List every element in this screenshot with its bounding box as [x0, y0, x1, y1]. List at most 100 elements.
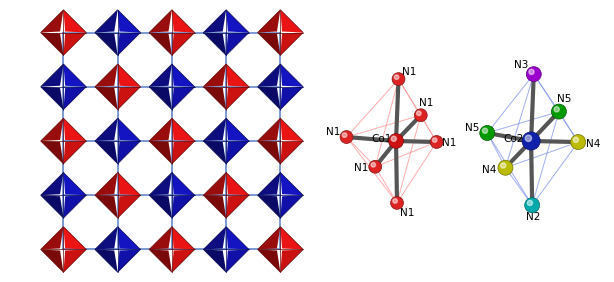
- Polygon shape: [63, 195, 86, 218]
- Polygon shape: [172, 227, 195, 250]
- Polygon shape: [63, 10, 86, 32]
- Polygon shape: [172, 250, 195, 272]
- Polygon shape: [63, 87, 86, 109]
- Polygon shape: [258, 250, 281, 272]
- Polygon shape: [281, 64, 303, 87]
- Polygon shape: [118, 227, 141, 250]
- Polygon shape: [149, 118, 172, 141]
- Text: N4: N4: [586, 139, 600, 149]
- Text: N4: N4: [482, 165, 497, 175]
- Circle shape: [525, 135, 532, 142]
- Polygon shape: [95, 195, 118, 218]
- Circle shape: [391, 136, 397, 141]
- Polygon shape: [258, 64, 281, 87]
- Polygon shape: [172, 141, 195, 164]
- Polygon shape: [172, 195, 195, 218]
- Polygon shape: [281, 32, 303, 55]
- Circle shape: [483, 128, 488, 133]
- Polygon shape: [41, 250, 63, 272]
- Circle shape: [430, 136, 443, 148]
- Polygon shape: [63, 64, 86, 87]
- Text: N5: N5: [465, 123, 480, 133]
- Polygon shape: [226, 141, 249, 164]
- Polygon shape: [118, 173, 141, 195]
- Circle shape: [414, 109, 427, 122]
- Circle shape: [389, 134, 403, 148]
- Circle shape: [394, 75, 399, 80]
- Polygon shape: [226, 250, 249, 272]
- Polygon shape: [149, 64, 172, 87]
- Polygon shape: [258, 195, 281, 218]
- Polygon shape: [226, 227, 249, 250]
- Polygon shape: [95, 32, 118, 55]
- Circle shape: [573, 137, 578, 142]
- Polygon shape: [95, 10, 118, 32]
- Circle shape: [522, 132, 540, 150]
- Polygon shape: [41, 87, 63, 109]
- Polygon shape: [258, 118, 281, 141]
- Polygon shape: [258, 141, 281, 164]
- Polygon shape: [203, 195, 226, 218]
- Polygon shape: [118, 250, 141, 272]
- Polygon shape: [41, 32, 63, 55]
- Text: N5: N5: [557, 94, 572, 104]
- Polygon shape: [172, 87, 195, 109]
- Polygon shape: [281, 227, 303, 250]
- Polygon shape: [226, 32, 249, 55]
- Polygon shape: [203, 32, 226, 55]
- Circle shape: [371, 162, 376, 167]
- Circle shape: [432, 138, 437, 142]
- Polygon shape: [226, 118, 249, 141]
- Polygon shape: [63, 118, 86, 141]
- Polygon shape: [41, 10, 63, 32]
- Polygon shape: [281, 10, 303, 32]
- Polygon shape: [118, 195, 141, 218]
- Text: N1: N1: [419, 98, 433, 108]
- Text: N1: N1: [327, 127, 341, 137]
- Circle shape: [391, 197, 403, 209]
- Polygon shape: [258, 10, 281, 32]
- Polygon shape: [203, 250, 226, 272]
- Text: Co2: Co2: [504, 134, 524, 144]
- Polygon shape: [281, 173, 303, 195]
- Polygon shape: [203, 118, 226, 141]
- Circle shape: [527, 200, 532, 206]
- Circle shape: [525, 198, 540, 213]
- Polygon shape: [226, 64, 249, 87]
- Polygon shape: [226, 10, 249, 32]
- Polygon shape: [63, 173, 86, 195]
- Polygon shape: [149, 10, 172, 32]
- Polygon shape: [258, 87, 281, 109]
- Circle shape: [554, 107, 559, 112]
- Polygon shape: [203, 87, 226, 109]
- Polygon shape: [149, 250, 172, 272]
- Polygon shape: [63, 227, 86, 250]
- Text: Co1: Co1: [371, 134, 391, 144]
- Polygon shape: [226, 195, 249, 218]
- Polygon shape: [226, 173, 249, 195]
- Polygon shape: [281, 118, 303, 141]
- Polygon shape: [172, 10, 195, 32]
- Circle shape: [393, 199, 397, 203]
- Polygon shape: [41, 141, 63, 164]
- Text: N3: N3: [514, 60, 528, 70]
- Circle shape: [551, 104, 566, 119]
- Text: N1: N1: [442, 138, 457, 148]
- Polygon shape: [258, 227, 281, 250]
- Polygon shape: [172, 32, 195, 55]
- Polygon shape: [95, 173, 118, 195]
- Circle shape: [340, 131, 353, 144]
- Polygon shape: [95, 141, 118, 164]
- Text: N1: N1: [402, 67, 416, 77]
- Circle shape: [526, 67, 542, 82]
- Polygon shape: [95, 87, 118, 109]
- Polygon shape: [118, 87, 141, 109]
- Polygon shape: [63, 141, 86, 164]
- Polygon shape: [95, 64, 118, 87]
- Polygon shape: [118, 32, 141, 55]
- Polygon shape: [281, 250, 303, 272]
- Polygon shape: [95, 250, 118, 272]
- Polygon shape: [149, 227, 172, 250]
- Polygon shape: [149, 87, 172, 109]
- Text: N1: N1: [354, 163, 368, 173]
